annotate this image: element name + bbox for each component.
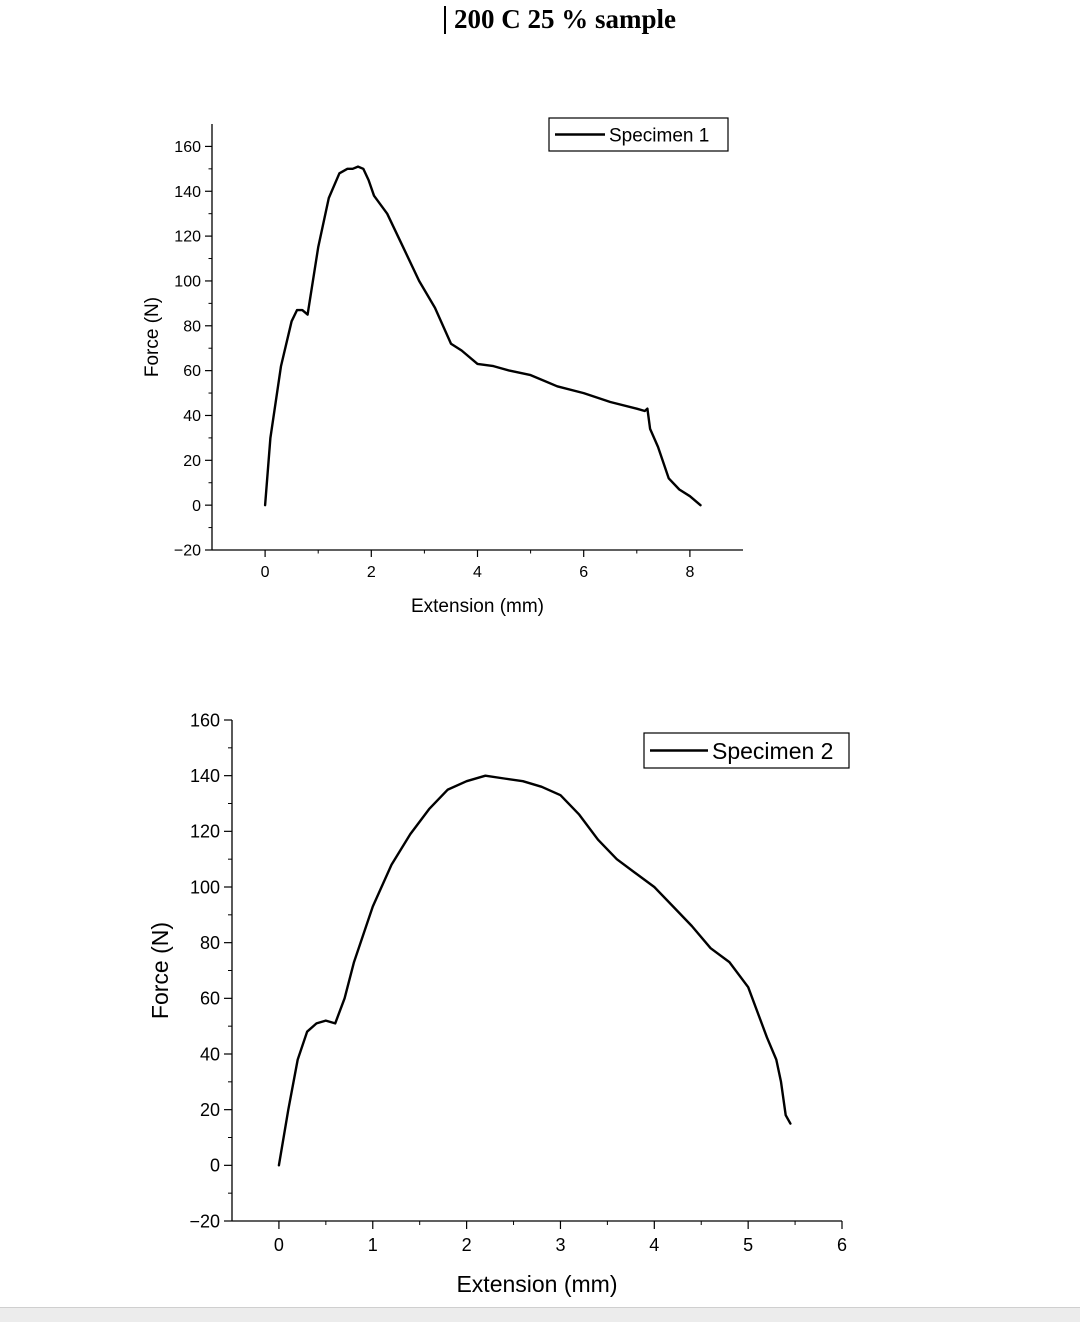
y-tick-label: 140 [190, 766, 220, 786]
x-tick-label: 8 [685, 564, 694, 581]
text-cursor [444, 6, 446, 34]
y-tick-label: 20 [183, 453, 201, 470]
y-tick-label: 140 [174, 184, 201, 201]
y-tick-label: 40 [183, 408, 201, 425]
y-tick-label: −20 [174, 543, 201, 560]
x-axis-label: Extension (mm) [411, 596, 544, 617]
y-tick-label: 0 [210, 1156, 220, 1176]
legend-label: Specimen 2 [712, 738, 833, 764]
window-bottom-bar [0, 1307, 1080, 1322]
x-tick-label: 6 [837, 1235, 847, 1255]
y-axis-label: Force (N) [142, 297, 163, 377]
y-tick-label: 40 [200, 1044, 220, 1064]
series-line [263, 165, 702, 507]
x-tick-label: 4 [473, 564, 482, 581]
legend-label: Specimen 1 [609, 125, 709, 146]
x-tick-label: 6 [579, 564, 588, 581]
legend-box [548, 117, 729, 152]
y-axis-label: Force (N) [147, 922, 173, 1019]
x-tick-label: 0 [274, 1235, 284, 1255]
y-tick-label: 100 [174, 274, 201, 291]
x-tick-label: 3 [555, 1235, 565, 1255]
x-axis-label: Extension (mm) [456, 1271, 617, 1297]
chart-specimen-1: −20 0 20 40 60 80 100 120 140 160 0 2 4 6 8 Extension (… [142, 117, 743, 617]
y-tick-label: 60 [183, 363, 201, 380]
x-tick-label: 4 [649, 1235, 659, 1255]
y-tick-label: −20 [189, 1211, 220, 1231]
y-tick-label: 20 [200, 1100, 220, 1120]
x-tick-label: 5 [743, 1235, 753, 1255]
y-tick-label: 120 [190, 822, 220, 842]
x-tick-label: 2 [462, 1235, 472, 1255]
series-line [277, 774, 792, 1167]
y-tick-label: 160 [190, 710, 220, 730]
y-tick-label: 100 [190, 877, 220, 897]
page-title: 200 C 25 % sample [454, 4, 676, 34]
y-tick-label: 0 [192, 498, 201, 515]
x-tick-label: 0 [261, 564, 270, 581]
x-tick-label: 1 [368, 1235, 378, 1255]
y-tick-label: 60 [200, 989, 220, 1009]
y-tick-label: 120 [174, 229, 201, 246]
x-tick-label: 2 [367, 564, 376, 581]
y-tick-label: 80 [183, 318, 201, 335]
y-tick-label: 160 [174, 139, 201, 156]
y-tick-label: 80 [200, 933, 220, 953]
